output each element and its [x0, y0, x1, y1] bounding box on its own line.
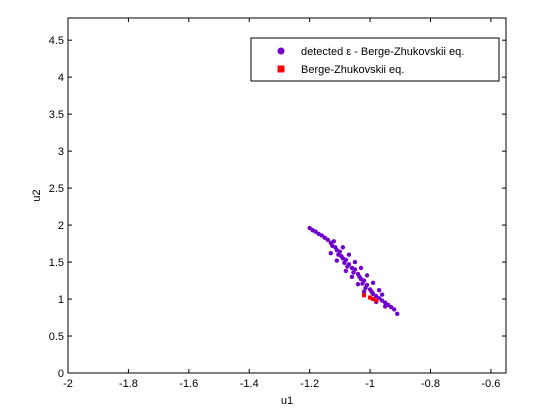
data-point-detected	[331, 239, 337, 244]
y-tick-label: 2.5	[49, 183, 64, 195]
data-point-detected	[346, 252, 352, 257]
y-tick-label: 3.5	[49, 109, 64, 121]
data-point-detected	[349, 274, 355, 280]
x-tick-label: -1.8	[119, 378, 138, 390]
legend-entry-equilibrium: Berge-Zhukovskii eq.	[301, 64, 404, 76]
y-tick-label: 4	[58, 72, 64, 84]
series-0	[307, 225, 400, 317]
data-point-detected	[343, 268, 349, 274]
data-point-detected	[364, 273, 370, 278]
data-point-detected	[360, 281, 365, 286]
x-tick-label: -1.4	[240, 378, 259, 390]
data-point-detected	[351, 270, 356, 275]
data-point-detected	[322, 235, 327, 240]
y-tick-label: 0.5	[49, 331, 64, 343]
x-tick-label: -1.6	[179, 378, 198, 390]
x-tick-label: -1.2	[300, 378, 319, 390]
data-point-detected	[340, 245, 346, 250]
data-point-detected	[355, 282, 361, 287]
x-tick-label: -1	[365, 378, 375, 390]
data-point-detected	[382, 300, 388, 305]
data-point-detected	[313, 229, 318, 234]
y-tick-label: 2	[58, 220, 64, 232]
x-tick-label: -2	[63, 378, 73, 390]
data-point-equilibrium	[362, 293, 367, 298]
y-tick-label: 1.5	[49, 257, 64, 269]
legend-entry-detected: detected ε - Berge-Zhukovskii eq.	[301, 46, 464, 58]
data-point-detected	[382, 304, 388, 309]
legend-box	[250, 37, 500, 82]
data-point-detected	[389, 304, 394, 310]
data-point-detected	[307, 225, 312, 231]
y-axis-label: u2	[31, 189, 43, 201]
y-axis: 0 0.5 1 1.5 2 2.5 3 3.5 4 4.5	[49, 35, 506, 380]
data-point-detected	[352, 259, 358, 265]
data-point-detected	[395, 311, 400, 317]
data-point-detected	[325, 237, 330, 243]
x-tick-label: -0.8	[421, 378, 440, 390]
x-axis-label: u1	[281, 395, 293, 407]
legend-marker-detected	[277, 47, 285, 55]
legend-marker-equilibrium	[277, 65, 285, 73]
series-layer	[307, 225, 400, 317]
legend: detected ε - Berge-Zhukovskii eq. Berge-…	[250, 37, 500, 82]
data-point-detected	[345, 264, 350, 269]
y-tick-label: 0	[58, 368, 64, 380]
data-point-detected	[358, 265, 364, 271]
data-point-equilibrium	[374, 298, 379, 303]
y-tick-label: 1	[58, 294, 64, 306]
data-point-detected	[319, 233, 324, 238]
data-point-detected	[370, 280, 376, 285]
x-tick-label: -0.6	[481, 378, 500, 390]
data-point-detected	[379, 292, 385, 297]
data-point-detected	[363, 285, 368, 291]
y-tick-label: 4.5	[49, 35, 64, 47]
plot-frame	[67, 17, 507, 374]
data-point-detected	[342, 260, 347, 266]
data-point-detected	[370, 291, 376, 297]
y-tick-label: 3	[58, 146, 64, 158]
data-point-equilibrium	[368, 295, 373, 300]
data-point-detected	[334, 258, 340, 263]
plot-area: -2 -1.8 -1.6 -1.4 -1.2 -1 -0.8 -0.6 0 0.5 1 1.5 2 2.…	[49, 17, 507, 390]
x-axis: -2 -1.8 -1.6 -1.4 -1.2 -1 -0.8 -0.6	[63, 18, 500, 390]
data-point-detected	[379, 298, 385, 303]
data-point-detected	[361, 289, 367, 294]
data-point-detected	[328, 250, 333, 256]
series-1	[362, 293, 379, 303]
data-point-detected	[376, 287, 382, 293]
data-point-equilibrium	[371, 297, 376, 302]
data-point-detected	[392, 307, 397, 312]
